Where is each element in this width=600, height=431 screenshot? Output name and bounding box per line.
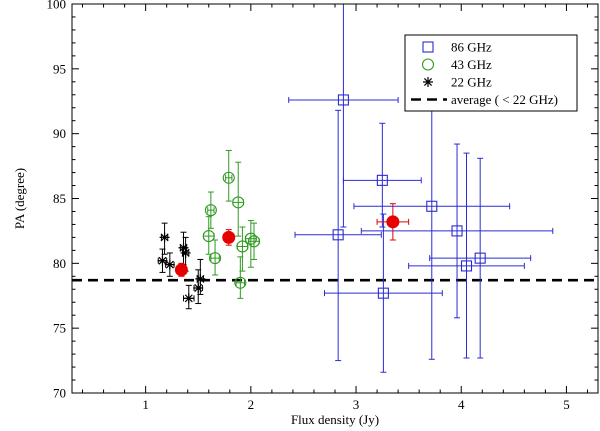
data-point-86-ghz [342,122,422,228]
data-point-43-ghz [234,256,247,299]
43-ghz-marker [202,230,215,243]
43-ghz-marker [244,232,257,245]
x-tick-label: 3 [353,397,360,412]
legend-entry-average-22-ghz: average ( < 22 GHz) [411,92,558,107]
averages-marker [222,230,236,244]
legend-43-ghz-marker [421,58,435,71]
y-tick-label: 100 [47,0,67,12]
data-point-43-ghz [236,226,249,272]
43-ghz-marker [247,235,261,248]
x-tick-label: 1 [142,397,149,412]
series-averages [174,203,410,277]
series-43-ghz [202,150,261,299]
data-point-22-ghz [164,252,175,277]
data-point-43-ghz [232,161,245,237]
y-axis-label: PA (degree) [12,168,27,229]
86-ghz-marker [460,260,473,272]
y-tick-label: 70 [53,386,66,401]
legend-label: 43 GHz [451,57,492,72]
43-ghz-marker [234,276,247,289]
86-ghz-marker [377,287,389,299]
data-point-22-ghz [183,284,195,310]
data-point-43-ghz [204,191,217,229]
x-axis-label: Flux density (Jy) [291,412,379,427]
data-point-43-ghz [222,150,235,202]
y-tick-label: 80 [53,256,66,271]
22-ghz-marker [180,247,191,258]
series-86-ghz [288,4,554,373]
y-tick-label: 85 [53,191,66,206]
43-ghz-marker [204,204,217,217]
plot-area [72,4,598,373]
86-ghz-marker [474,252,486,264]
legend-entry-86-ghz: 86 GHz [422,40,492,55]
data-point-22-ghz [193,269,204,305]
x-tick-label: 4 [458,397,465,412]
22-ghz-marker [159,232,170,243]
y-tick-label: 75 [53,321,66,336]
22-ghz-marker [178,242,189,253]
legend: 86 GHz 43 GHz 22 GHz average ( < 22 GHz) [404,34,578,112]
data-point-averages [222,229,236,246]
data-point-86-ghz [429,157,532,359]
43-ghz-marker [232,196,245,209]
data-point-86-ghz [323,213,443,373]
22-ghz-marker [195,273,206,284]
data-point-86-ghz [294,109,382,362]
legend-entry-22-ghz: 22 GHz [423,75,492,90]
data-point-43-ghz [202,216,215,255]
legend-22-ghz-marker [423,77,433,87]
data-point-averages [376,203,410,241]
data-point-averages [174,262,188,277]
x-tick-label: 2 [248,397,255,412]
86-ghz-marker [337,94,349,106]
22-ghz-marker [183,293,194,304]
x-tick-label: 5 [563,397,570,412]
data-point-22-ghz [157,248,168,273]
data-point-86-ghz [408,152,525,359]
legend-label: 86 GHz [451,40,492,55]
43-ghz-marker [209,252,222,265]
y-tick-label: 90 [53,126,66,141]
86-ghz-marker [376,174,388,186]
data-point-43-ghz [247,222,261,260]
data-point-86-ghz [288,4,399,228]
axis-ticks: 1 2 3 4 5 70 75 80 85 90 95 100 [47,0,598,412]
43-ghz-marker [236,240,249,253]
legend-86-ghz-marker [422,41,434,53]
data-point-43-ghz [209,239,222,276]
series-22-ghz [157,222,206,310]
22-ghz-marker [157,255,168,266]
legend-label: 22 GHz [451,75,492,90]
22-ghz-marker [164,259,175,270]
legend-label: average ( < 22 GHz) [451,92,558,107]
86-ghz-marker [332,229,344,241]
averages-marker [174,263,188,277]
averages-marker [386,215,400,229]
22-ghz-marker [193,282,204,293]
43-ghz-marker [222,171,235,184]
86-ghz-marker [426,200,438,212]
legend-entry-43-ghz: 43 GHz [421,57,492,72]
86-ghz-marker [451,225,463,237]
y-tick-label: 95 [53,61,66,76]
